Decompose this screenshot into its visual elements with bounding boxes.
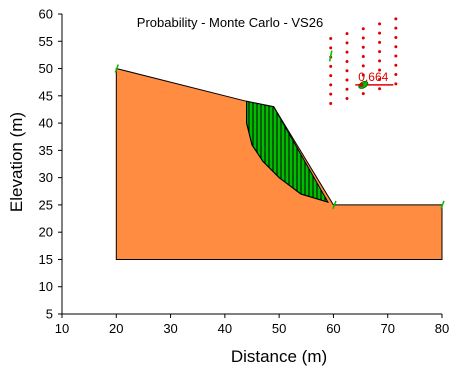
grid-center-point bbox=[329, 37, 333, 41]
grid-center-point bbox=[378, 31, 382, 35]
grid-center-point bbox=[345, 78, 349, 82]
critical-fs-label: 0.664 bbox=[358, 70, 388, 84]
y-axis-label: Elevation (m) bbox=[7, 112, 26, 212]
x-tick-label: 50 bbox=[272, 321, 286, 336]
y-tick-label: 60 bbox=[39, 7, 53, 22]
grid-center-point bbox=[394, 54, 398, 58]
grid-center-point bbox=[378, 50, 382, 54]
grid-center-point bbox=[345, 69, 349, 73]
x-tick-label: 10 bbox=[55, 321, 69, 336]
y-tick-label: 30 bbox=[39, 170, 53, 185]
grid-center-point bbox=[361, 27, 365, 31]
grid-center-point bbox=[394, 63, 398, 67]
grid-center-point bbox=[361, 36, 365, 40]
x-axis-label: Distance (m) bbox=[231, 347, 327, 366]
surface-end-marker bbox=[332, 200, 337, 210]
grid-center-point bbox=[394, 45, 398, 49]
y-tick-label: 40 bbox=[39, 116, 53, 131]
grid-center-point bbox=[394, 17, 398, 21]
x-tick-label: 30 bbox=[163, 321, 177, 336]
x-tick-label: 60 bbox=[326, 321, 340, 336]
grid-center-point bbox=[345, 59, 349, 63]
y-tick-label: 10 bbox=[39, 279, 53, 294]
grid-center-point bbox=[361, 55, 365, 59]
plot-area: 0.664 bbox=[114, 17, 445, 260]
grid-center-point bbox=[329, 83, 333, 87]
x-tick-label: 40 bbox=[218, 321, 232, 336]
y-tick-label: 15 bbox=[39, 252, 53, 267]
critical-center-point bbox=[359, 82, 364, 87]
x-tick-label: 80 bbox=[435, 321, 449, 336]
grid-corner-marker bbox=[328, 50, 333, 62]
y-tick-label: 55 bbox=[39, 34, 53, 49]
chart-title: Probability - Monte Carlo - VS26 bbox=[137, 15, 323, 30]
grid-center-point bbox=[361, 92, 365, 96]
grid-center-point bbox=[361, 45, 365, 49]
y-tick-label: 35 bbox=[39, 143, 53, 158]
grid-center-point bbox=[345, 50, 349, 54]
grid-center-point bbox=[378, 40, 382, 44]
grid-center-point bbox=[394, 73, 398, 77]
surface-end-marker bbox=[440, 200, 445, 210]
grid-center-point bbox=[394, 82, 398, 86]
grid-center-point bbox=[329, 92, 333, 96]
grid-center-point bbox=[378, 59, 382, 63]
grid-center-point bbox=[361, 73, 365, 77]
y-tick-label: 45 bbox=[39, 88, 53, 103]
grid-center-point bbox=[329, 101, 333, 105]
grid-center-point bbox=[394, 26, 398, 30]
grid-center-point bbox=[378, 87, 382, 91]
y-tick-label: 25 bbox=[39, 197, 53, 212]
grid-center-point bbox=[329, 64, 333, 68]
surface-end-marker bbox=[114, 64, 119, 73]
grid-center-point bbox=[329, 46, 333, 50]
grid-center-point bbox=[345, 97, 349, 101]
x-tick-label: 70 bbox=[380, 321, 394, 336]
grid-center-point bbox=[378, 68, 382, 72]
grid-center-point bbox=[345, 32, 349, 36]
y-tick-label: 20 bbox=[39, 225, 53, 240]
grid-center-point bbox=[345, 87, 349, 91]
grid-center-point bbox=[378, 77, 382, 81]
grid-center-point bbox=[378, 22, 382, 26]
grid-center-point bbox=[345, 41, 349, 45]
grid-center-point bbox=[361, 64, 365, 68]
y-tick-label: 5 bbox=[46, 307, 53, 322]
slip-surface-line bbox=[246, 101, 329, 203]
x-tick-label: 20 bbox=[109, 321, 123, 336]
grid-center-point bbox=[329, 74, 333, 78]
grid-center-point bbox=[394, 35, 398, 39]
y-tick-label: 50 bbox=[39, 61, 53, 76]
